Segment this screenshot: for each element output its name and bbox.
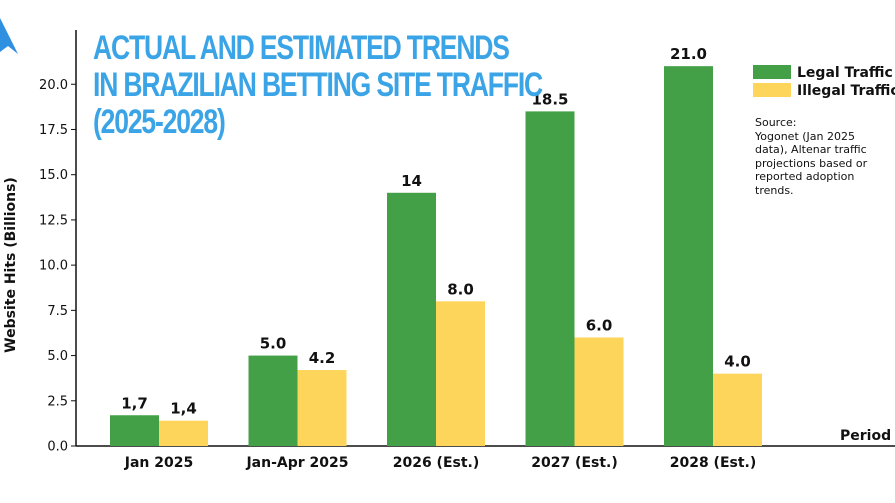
source-line: data), Altenar traffic: [755, 143, 867, 156]
legend: Legal Traffic Illegal Traffic: [753, 65, 895, 99]
x-tick-label: 2026 (Est.): [393, 455, 480, 471]
legal-traffic-bar: [525, 111, 575, 447]
source-line: trends.: [755, 183, 794, 197]
bar-value-label: 18.5: [531, 90, 568, 108]
chart-bars: [110, 66, 762, 447]
source-line: reported adoption: [755, 170, 855, 183]
source-note: Source: Yogonet (Jan 2025 data), Altenar…: [755, 116, 890, 197]
illegal-traffic-bar: [574, 337, 624, 446]
legal-traffic-bar: [387, 192, 436, 446]
x-tick-label: Jan-Apr 2025: [245, 455, 348, 471]
legal-traffic-bar: [664, 66, 713, 446]
bar-data-labels: 1,7 1,4 5.0 4.2 14 8.0 18.5 6.0 21.0 4.0: [121, 45, 751, 418]
y-axis-ticks: 0.0 2.5 5.0 7.5 10.0 12.5 15.0 17.5 20.0: [39, 78, 76, 455]
legend-label: Illegal Traffic: [797, 83, 895, 99]
source-line: Yogonet (Jan 2025: [755, 129, 855, 143]
x-axis-label: Period: [840, 428, 891, 444]
x-tick-label: 2028 (Est.): [670, 455, 757, 471]
source-line: projections based or: [755, 156, 868, 170]
arrow-logo-icon: [0, 18, 18, 54]
bar-value-label: 1,4: [170, 400, 197, 418]
source-line: Source:: [755, 116, 797, 129]
bar-value-label: 1,7: [121, 394, 148, 412]
bar-value-label: 8.0: [447, 280, 474, 298]
title-line-3: (2025-2028): [93, 103, 226, 141]
legal-traffic-bar: [248, 355, 298, 446]
y-axis-label: Website Hits (Billions): [3, 177, 19, 353]
bar-value-label: 5.0: [260, 335, 287, 353]
legend-swatch: [753, 83, 791, 97]
illegal-traffic-bar: [713, 373, 762, 446]
bar-value-label: 6.0: [586, 316, 613, 334]
bar-value-label: 14: [401, 172, 422, 190]
legal-traffic-bar: [110, 415, 159, 446]
y-tick-label: 15.0: [39, 168, 68, 183]
x-axis-ticks: Jan 2025 Jan-Apr 2025 2026 (Est.) 2027 (Est…: [124, 455, 757, 471]
y-tick-label: 12.5: [39, 213, 68, 228]
title-line-2: IN BRAZILIAN BETTING SITE TRAFFIC: [93, 66, 543, 104]
y-tick-label: 20.0: [39, 78, 68, 93]
illegal-traffic-bar: [436, 301, 485, 446]
x-tick-label: Jan 2025: [124, 455, 193, 471]
legend-label: Legal Traffic: [797, 65, 893, 81]
x-tick-label: 2027 (Est.): [531, 455, 618, 471]
y-tick-label: 10.0: [39, 259, 68, 274]
y-tick-label: 5.0: [47, 349, 68, 364]
illegal-traffic-bar: [159, 420, 208, 446]
bar-value-label: 4.0: [724, 353, 751, 371]
bar-value-label: 21.0: [670, 45, 707, 63]
y-tick-label: 0.0: [47, 440, 68, 455]
illegal-traffic-bar: [297, 370, 347, 446]
y-tick-label: 7.5: [47, 304, 68, 319]
legend-swatch: [753, 65, 791, 79]
y-tick-label: 2.5: [47, 394, 68, 409]
bar-value-label: 4.2: [309, 349, 336, 367]
chart-title: ACTUAL AND ESTIMATED TRENDS IN BRAZILIAN…: [93, 29, 543, 141]
title-line-1: ACTUAL AND ESTIMATED TRENDS: [93, 29, 510, 67]
y-tick-label: 17.5: [39, 123, 68, 138]
